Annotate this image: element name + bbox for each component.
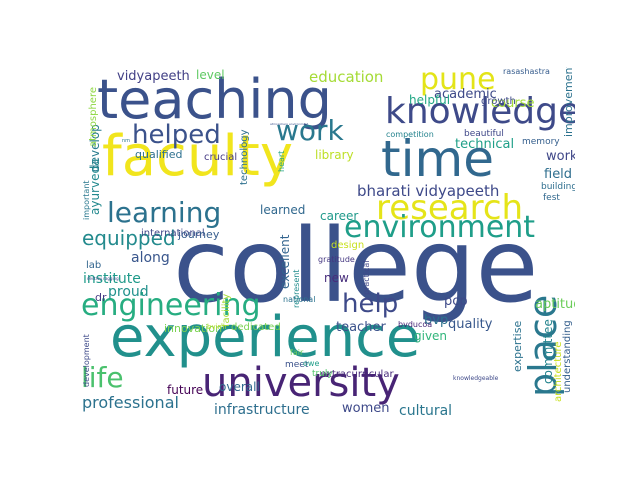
word-career: career [320, 209, 359, 223]
word-gratitude: gratitude [318, 255, 355, 264]
word-women: women [342, 401, 390, 416]
word-fest: fest [543, 193, 560, 203]
word-atmosphere-environment: atmosphere environment [270, 122, 309, 126]
word-truly: truly [312, 369, 333, 379]
word-university: university [202, 360, 400, 406]
word-building: building [541, 182, 575, 192]
word-time: time [381, 130, 494, 188]
word-development: development [82, 334, 91, 387]
word-qualified: qualified [135, 148, 183, 161]
word-dr: dr [95, 291, 107, 304]
word-bvducoa: bvducoa [398, 320, 433, 329]
word-given: given [414, 329, 448, 343]
word-understanding: understanding [562, 320, 573, 393]
word-knowledgeable: knowledgeable [453, 375, 499, 382]
word-rasashastra: rasashastra [503, 67, 550, 76]
word-teaching: teaching [97, 68, 332, 131]
word-learning: learning [107, 196, 222, 229]
word-course: course [491, 96, 535, 111]
word-research: research [376, 188, 524, 228]
word-destroy-ragging: destroy ragging [87, 276, 119, 281]
word-memory: memory [522, 137, 560, 147]
word-technical: technical [455, 137, 515, 152]
word-national: national [283, 295, 316, 304]
word-field: field [544, 167, 573, 182]
word-aptitude: aptitude [535, 297, 575, 312]
word-professional: professional [82, 393, 179, 412]
word-cultural: cultural [399, 403, 453, 416]
word-vidyapeeth: vidyapeeth [117, 69, 190, 84]
word-international: international [141, 228, 205, 239]
word-engineering: engineering [81, 288, 261, 323]
word-bharati-vidyapeeth: bharati vidyapeeth [357, 182, 500, 200]
word-cloud: college experience faculty teaching time univ… [80, 67, 575, 416]
word-extracurricular: extracurricular [320, 369, 394, 380]
word-fair: fair [290, 348, 304, 357]
word-lab: lab [86, 260, 102, 271]
word-represent: represent [292, 269, 301, 308]
word-library: library [315, 148, 354, 162]
word-proud: proud [108, 284, 149, 300]
word-knowledge: knowledge [385, 91, 575, 132]
word-competition: competition [386, 130, 434, 139]
word-crucial: crucial [204, 152, 238, 163]
word-dedicated: dedicated [231, 322, 281, 333]
word-help: help [342, 289, 399, 319]
word-equipped: equipped [82, 226, 176, 250]
word-institute: institute [83, 271, 141, 287]
word-pune: pune [420, 67, 496, 97]
word-environment: environment [344, 210, 536, 245]
word-meet: meet [285, 360, 309, 370]
word-pcp: pcp [444, 294, 468, 309]
word-heart: heart [277, 150, 286, 172]
word-infrastructure: infrastructure [214, 402, 310, 416]
word-facility: facility [221, 293, 232, 327]
word-improvement: improvement [562, 67, 575, 137]
word-academic: academic [434, 87, 497, 102]
word-faculty: faculty [102, 124, 293, 189]
word-owe: owe [303, 359, 320, 368]
word-beautiful: beautiful [464, 129, 504, 139]
word-practical: practical [362, 260, 371, 295]
word-new: new [324, 271, 349, 285]
word-college: college [173, 207, 539, 326]
word-working: working [546, 149, 575, 164]
word-life: life [81, 361, 124, 394]
word-work: work [276, 114, 344, 147]
word-future: future [167, 383, 204, 397]
word-experience: experience [110, 305, 421, 370]
word-helped: helped [132, 120, 221, 150]
word-level: level [196, 68, 225, 82]
word-along: along [131, 250, 170, 266]
word-important: important [82, 180, 91, 220]
word-nm: nm [122, 138, 131, 144]
word-excellent: excellent [278, 234, 292, 289]
word-technology: technology [239, 129, 250, 185]
word-quality: quality [448, 317, 493, 332]
word-learned: learned [260, 203, 306, 217]
word-journey: journey [178, 228, 220, 241]
word-innovation: innovation [164, 322, 223, 335]
word-helpful: helpful [409, 93, 451, 107]
word-design: design [331, 240, 365, 251]
word-overall: overall [219, 380, 260, 394]
word-education: education [309, 68, 384, 86]
word-bvimr: bvimr [207, 323, 228, 331]
word-atmosphere: atmosphere [88, 87, 99, 147]
word-teacher: teacher [336, 320, 386, 335]
word-growth: growth [481, 96, 516, 107]
word-bvp: bvp [424, 313, 449, 328]
word-expertise: expertise [511, 320, 524, 372]
